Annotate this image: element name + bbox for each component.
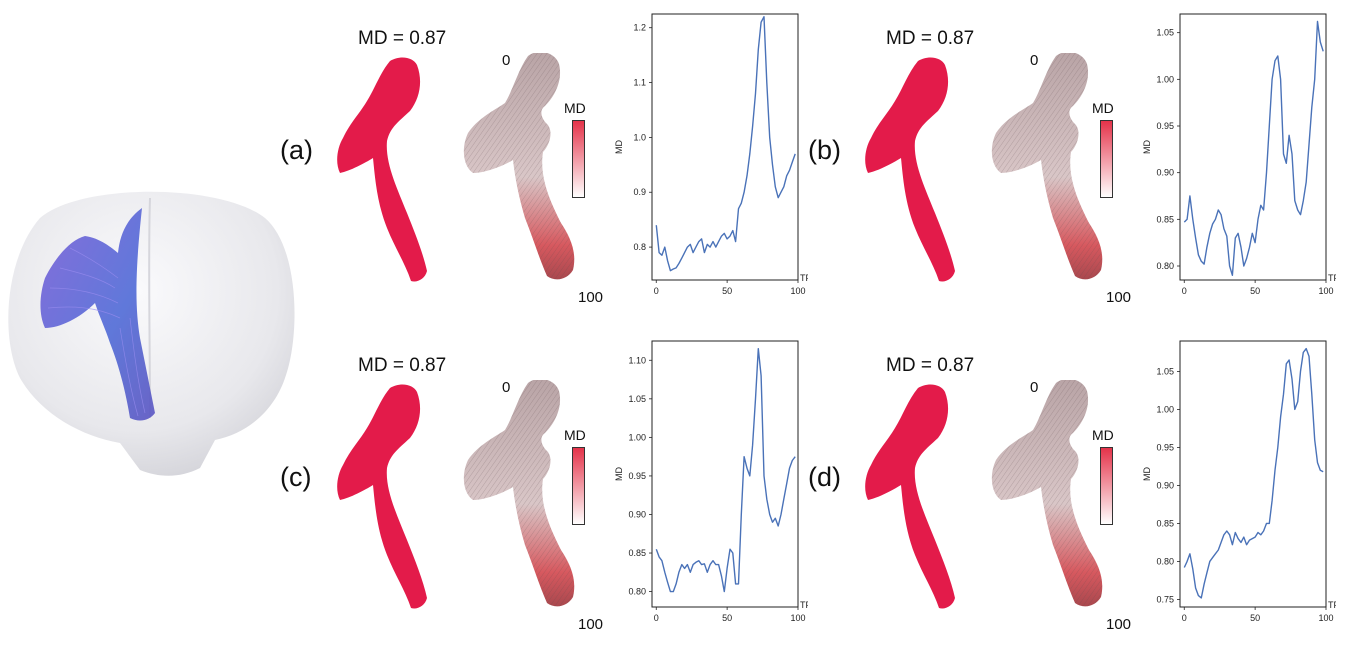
legend-colorbar <box>572 447 585 525</box>
plot-frame <box>1179 340 1327 608</box>
tract-solid <box>865 384 955 609</box>
y-tick-label: 0.9 <box>633 187 646 197</box>
tract-shapes <box>865 380 1103 609</box>
y-tick-label: 1.00 <box>628 432 646 442</box>
md-profile-chart: 0.80 0.85 0.90 0.95 1.00 1.05 1.10 0 50 100 MD TP <box>614 340 808 623</box>
y-tick-label: 0.90 <box>1156 168 1174 178</box>
y-tick-label: 0.95 <box>628 471 646 481</box>
tract-shapes <box>337 380 575 609</box>
legend-title: MD <box>564 100 586 116</box>
tract-start-label: 0 <box>1030 379 1039 396</box>
tract-start-label: 0 <box>502 52 511 69</box>
y-tick-label: 0.80 <box>628 587 646 597</box>
y-tick-label: 0.85 <box>1156 518 1174 528</box>
tract-shapes <box>865 53 1103 282</box>
panel-label: (d) <box>808 462 841 492</box>
x-axis-label: TP <box>1328 273 1336 283</box>
brain-rendering <box>8 191 295 476</box>
x-tick-label: 50 <box>1250 286 1260 296</box>
tract-end-label: 100 <box>578 616 604 633</box>
legend-title: MD <box>564 427 586 443</box>
y-tick-label: 0.90 <box>628 509 646 519</box>
y-tick-label: 1.05 <box>1156 28 1174 38</box>
x-tick-label: 50 <box>722 613 732 623</box>
md-profile-chart: 0.80 0.85 0.90 0.95 1.00 1.05 0 50 100 MD TP <box>1142 13 1336 296</box>
tract-start-label: 0 <box>1030 52 1039 69</box>
x-tick-label: 100 <box>1318 286 1333 296</box>
x-tick-label: 100 <box>790 613 805 623</box>
tract-start-label: 0 <box>502 379 511 396</box>
y-axis-label: MD <box>614 467 624 481</box>
y-tick-label: 0.95 <box>1156 442 1174 452</box>
tract-solid <box>865 57 955 282</box>
panel-a: (a) MD = 0.87 0 100 MD 0.8 0.9 1.0 1.1 1.2 0 50 100 M… <box>280 8 808 330</box>
y-tick-label: 0.85 <box>628 548 646 558</box>
legend-title: MD <box>1092 427 1114 443</box>
md-profile-chart: 0.8 0.9 1.0 1.1 1.2 0 50 100 MD TP <box>614 13 808 296</box>
md-title: MD = 0.87 <box>358 355 447 376</box>
x-tick-label: 0 <box>654 613 659 623</box>
y-axis-label: MD <box>1142 467 1152 481</box>
md-title: MD = 0.87 <box>886 355 975 376</box>
plot-frame <box>1179 13 1327 281</box>
tract-solid <box>337 384 427 609</box>
y-tick-label: 0.85 <box>1156 214 1174 224</box>
panel-b: (b) MD = 0.87 0 100 MD 0.80 0.85 0.90 0.95 1.00 1.… <box>808 8 1336 330</box>
legend-title: MD <box>1092 100 1114 116</box>
y-tick-label: 1.05 <box>628 394 646 404</box>
plot-frame <box>651 340 799 608</box>
y-tick-label: 1.00 <box>1156 404 1174 414</box>
tract-end-label: 100 <box>1106 289 1132 306</box>
md-profile-line <box>655 15 796 272</box>
md-profile-line <box>1183 347 1324 599</box>
y-axis-label: MD <box>614 140 624 154</box>
tract-end-label: 100 <box>578 289 604 306</box>
x-tick-label: 100 <box>790 286 805 296</box>
x-tick-label: 0 <box>1182 613 1187 623</box>
y-tick-label: 0.75 <box>1156 594 1174 604</box>
x-tick-label: 50 <box>722 286 732 296</box>
y-tick-label: 1.10 <box>628 355 646 365</box>
y-tick-label: 0.8 <box>633 242 646 252</box>
x-tick-label: 0 <box>654 286 659 296</box>
fiber-tract <box>40 208 155 421</box>
panel-label: (a) <box>280 135 313 165</box>
y-tick-label: 0.90 <box>1156 480 1174 490</box>
md-profile-line <box>1183 20 1324 276</box>
x-axis-label: TP <box>800 600 808 610</box>
legend-colorbar <box>572 120 585 198</box>
x-tick-label: 0 <box>1182 286 1187 296</box>
tract-solid <box>337 57 427 282</box>
legend-colorbar <box>1100 447 1113 525</box>
plot-frame <box>651 13 799 281</box>
x-tick-label: 100 <box>1318 613 1333 623</box>
panel-d: (d) MD = 0.87 0 100 MD 0.75 0.80 0.85 0.90 0.95 1.… <box>808 335 1336 657</box>
y-tick-label: 1.0 <box>633 132 646 142</box>
y-tick-label: 0.95 <box>1156 121 1174 131</box>
tract-end-label: 100 <box>1106 616 1132 633</box>
y-tick-label: 1.1 <box>633 78 646 88</box>
y-tick-label: 1.00 <box>1156 74 1174 84</box>
y-tick-label: 1.05 <box>1156 366 1174 376</box>
x-axis-label: TP <box>1328 600 1336 610</box>
brain-surface <box>8 191 295 476</box>
x-tick-label: 50 <box>1250 613 1260 623</box>
panel-label: (b) <box>808 135 841 165</box>
panel-c: (c) MD = 0.87 0 100 MD 0.80 0.85 0.90 0.95 1.00 1.… <box>280 335 808 657</box>
y-tick-label: 0.80 <box>1156 261 1174 271</box>
md-profile-line <box>655 347 796 593</box>
y-tick-label: 1.2 <box>633 23 646 33</box>
y-tick-label: 0.80 <box>1156 556 1174 566</box>
legend-colorbar <box>1100 120 1113 198</box>
md-title: MD = 0.87 <box>358 28 447 49</box>
tract-shapes <box>337 53 575 282</box>
panel-label: (c) <box>280 462 312 492</box>
md-title: MD = 0.87 <box>886 28 975 49</box>
x-axis-label: TP <box>800 273 808 283</box>
y-axis-label: MD <box>1142 140 1152 154</box>
md-profile-chart: 0.75 0.80 0.85 0.90 0.95 1.00 1.05 0 50 100 MD TP <box>1142 340 1336 623</box>
